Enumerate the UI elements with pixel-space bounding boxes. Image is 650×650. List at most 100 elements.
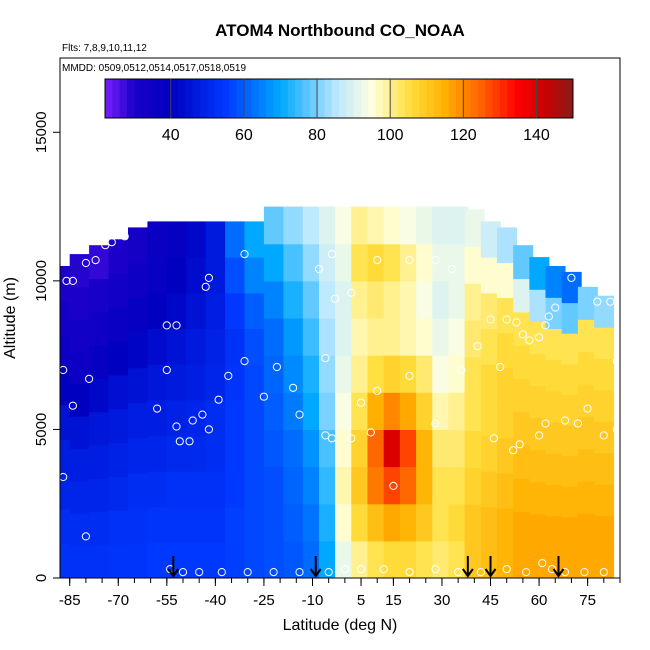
x-tick-label: -70 — [107, 592, 129, 609]
heatmap-cell — [128, 507, 148, 544]
heatmap-cell — [497, 402, 517, 439]
heatmap-cell — [399, 429, 420, 468]
heatmap-cell — [480, 471, 501, 508]
sample-point — [379, 565, 388, 574]
heatmap-cell — [529, 289, 550, 322]
heatmap-field — [60, 206, 615, 578]
heatmap-cell — [319, 318, 339, 356]
heatmap-cell — [319, 206, 339, 245]
heatmap-cell — [302, 540, 323, 578]
heatmap-cell — [166, 328, 187, 365]
heatmap-cell — [69, 448, 90, 482]
sample-point — [269, 568, 278, 577]
heatmap-cell — [69, 318, 90, 352]
heatmap-cell — [147, 221, 168, 258]
heatmap-cell — [561, 516, 582, 548]
heatmap-cell — [529, 321, 550, 354]
flight-arrow — [552, 556, 565, 578]
heatmap-cell — [205, 221, 226, 258]
heatmap-cell — [351, 503, 372, 542]
chart-title: ATOM4 Northbound CO_NOAA — [215, 21, 465, 40]
heatmap-cell — [577, 545, 598, 578]
heatmap-cell — [351, 280, 372, 319]
x-tick-label: 75 — [579, 592, 596, 609]
heatmap-cell — [529, 545, 550, 578]
heatmap-cell — [399, 206, 420, 245]
sample-point — [447, 264, 456, 274]
heatmap-cell — [147, 506, 168, 543]
colorbar-swatch — [185, 79, 194, 118]
colorbar-swatch — [287, 79, 296, 118]
heatmap-cell — [432, 318, 453, 356]
heatmap-cell — [147, 292, 168, 329]
heatmap-cell — [205, 506, 226, 543]
sample-point — [366, 428, 375, 437]
heatmap-cell — [263, 466, 284, 505]
heatmap-cell — [335, 318, 356, 356]
heatmap-cell — [302, 206, 323, 245]
heatmap-cell — [545, 484, 566, 517]
sample-point — [535, 431, 544, 440]
heatmap-cell — [416, 355, 437, 393]
heatmap-cell — [166, 257, 187, 294]
heatmap-cell — [367, 355, 388, 393]
heatmap-cell — [497, 297, 517, 334]
heatmap-cell — [89, 544, 110, 578]
heatmap-cell — [432, 355, 453, 393]
heatmap-cell — [416, 503, 437, 542]
sample-point — [389, 481, 398, 490]
heatmap-cell — [89, 378, 110, 413]
x-tick-label: 5 — [357, 592, 365, 609]
heatmap-cell — [186, 221, 207, 258]
heatmap-cell — [367, 466, 388, 505]
sample-point — [314, 264, 324, 274]
heatmap-cell — [351, 355, 372, 393]
colorbar-swatch — [236, 79, 245, 118]
sample-point — [289, 383, 298, 392]
heatmap-cell — [416, 540, 437, 578]
heatmap-cell — [432, 503, 453, 542]
heatmap-cell — [302, 503, 323, 542]
heatmap-cell — [594, 327, 615, 360]
heatmap-cell — [351, 318, 372, 356]
sample-point — [356, 565, 366, 574]
sample-point — [340, 565, 349, 574]
flight-arrow — [167, 556, 180, 578]
heatmap-cell — [351, 243, 372, 282]
heatmap-cell — [69, 286, 90, 320]
heatmap-cell — [205, 435, 226, 472]
sample-point — [476, 568, 485, 577]
colorbar-frame — [104, 78, 574, 119]
sample-point — [473, 342, 482, 351]
heatmap-cell — [89, 311, 110, 346]
heatmap-cell — [69, 513, 90, 547]
sample-point — [509, 446, 518, 455]
sample-point — [373, 256, 382, 265]
sample-point — [502, 565, 511, 574]
heatmap-cell — [416, 206, 437, 245]
heatmap-cell — [225, 435, 246, 472]
heatmap-cell — [244, 364, 265, 401]
heatmap-cell — [480, 257, 501, 294]
colorbar-swatch — [214, 79, 223, 118]
heatmap-cell — [89, 278, 110, 313]
heatmap-cell — [205, 542, 226, 578]
heatmap-cell — [480, 435, 501, 472]
plot-frame — [59, 57, 621, 579]
heatmap-cell — [577, 513, 598, 547]
heatmap-cell — [283, 540, 304, 578]
heatmap-cell — [416, 280, 437, 319]
heatmap-cell — [263, 355, 284, 393]
colorbar-swatch — [112, 79, 121, 118]
colorbar-swatch — [346, 79, 355, 118]
sample-point — [243, 568, 252, 577]
heatmap-cell — [69, 351, 90, 385]
heatmap-cell — [513, 544, 534, 578]
sample-point — [599, 431, 608, 440]
heatmap-cell — [319, 280, 339, 319]
colorbar-swatch — [229, 79, 238, 118]
heatmap-cell — [263, 280, 284, 319]
colorbar-swatch — [251, 79, 260, 118]
heatmap-cell — [166, 506, 187, 543]
